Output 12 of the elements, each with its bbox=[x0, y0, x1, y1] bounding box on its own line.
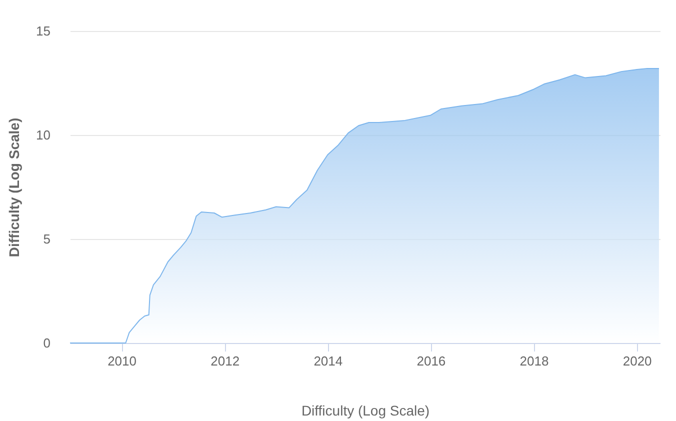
y-tick-label: 15 bbox=[36, 24, 50, 38]
y-tick-label: 0 bbox=[43, 336, 50, 350]
x-tick-label: 2012 bbox=[210, 354, 240, 368]
x-tick-label: 2018 bbox=[520, 354, 549, 368]
x-axis-title: Difficulty (Log Scale) bbox=[301, 402, 430, 418]
y-tick-label: 5 bbox=[43, 232, 50, 246]
x-tick-label: 2014 bbox=[314, 354, 343, 368]
x-tick-label: 2010 bbox=[108, 354, 136, 368]
x-tick-label: 2020 bbox=[622, 354, 652, 368]
y-tick-label: 10 bbox=[36, 128, 50, 142]
y-axis-title: Difficulty (Log Scale) bbox=[6, 118, 22, 258]
x-tick-label: 2016 bbox=[416, 354, 446, 368]
